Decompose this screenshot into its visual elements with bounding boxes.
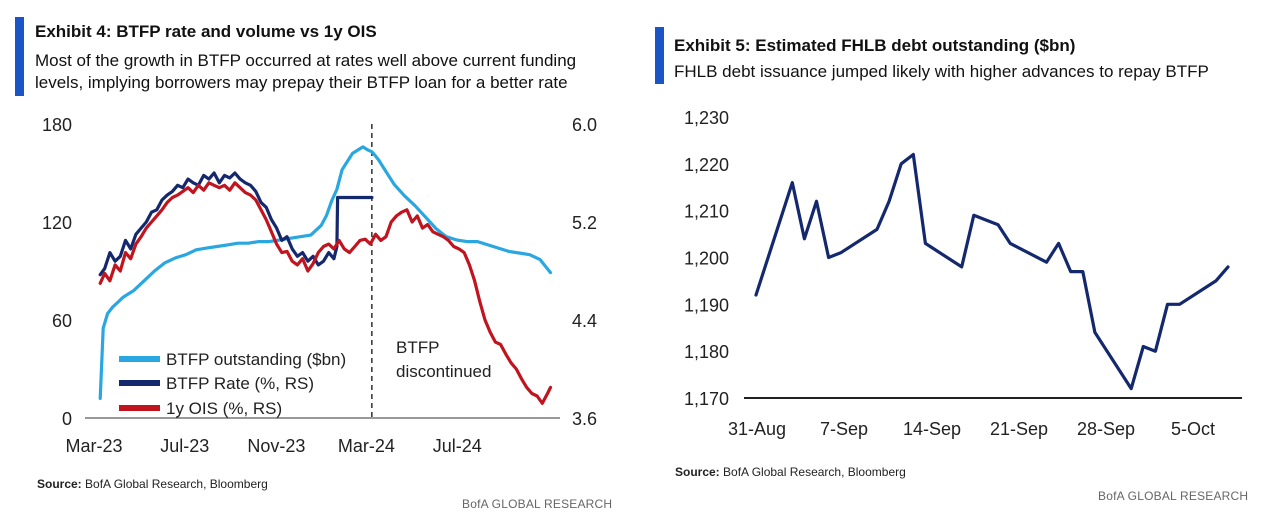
exhibit-4-subtitle-line2: levels, implying borrowers may prepay th… — [35, 73, 568, 92]
btfp-outstanding-series — [98, 145, 553, 400]
exhibit-5-source-text: BofA Global Research, Bloomberg — [719, 465, 906, 479]
x-tick-label: Mar-24 — [338, 436, 395, 456]
y-tick-label: 1,170 — [684, 389, 729, 409]
exhibit-5-chart: 1,170 1,180 1,190 1,200 1,210 1,220 1,230 31-Au… — [684, 108, 1242, 439]
exhibit-5-brand: BofA GLOBAL RESEARCH — [1098, 489, 1249, 503]
btfp-rate-series — [98, 171, 374, 277]
x-tick-label: Nov-23 — [247, 436, 305, 456]
y-tick-label: 1,210 — [684, 202, 729, 222]
y-right-tick-label: 5.2 — [572, 213, 597, 233]
y-tick-label: 1,230 — [684, 108, 729, 128]
exhibit-5-accent-bar — [655, 27, 664, 84]
fhlb-debt-series — [754, 152, 1230, 391]
exhibit-4-title: Exhibit 4: BTFP rate and volume vs 1y OI… — [35, 22, 377, 41]
x-tick-label: Mar-23 — [65, 436, 122, 456]
y-tick-label: 1,180 — [684, 342, 729, 362]
x-tick-label: 28-Sep — [1077, 419, 1135, 439]
x-tick-label: 21-Sep — [990, 419, 1048, 439]
y-left-tick-label: 180 — [42, 115, 72, 135]
legend-label: BTFP Rate (%, RS) — [166, 374, 314, 393]
exhibit-4-panel: Exhibit 4: BTFP rate and volume vs 1y OI… — [0, 0, 620, 517]
x-tick-label: Jul-24 — [433, 436, 482, 456]
exhibit-4-source: Source: BofA Global Research, Bloomberg — [37, 477, 268, 491]
exhibit-4-subtitle-line1: Most of the growth in BTFP occurred at r… — [35, 51, 577, 70]
exhibit-5-title: Exhibit 5: Estimated FHLB debt outstandi… — [674, 36, 1076, 55]
exhibit-5-source-label: Source: — [675, 465, 720, 479]
y-right-tick-label: 3.6 — [572, 409, 597, 429]
btfp-discontinued-annotation-line2: discontinued — [396, 362, 491, 381]
legend-label: 1y OIS (%, RS) — [166, 399, 282, 418]
exhibit-5-subtitle: FHLB debt issuance jumped likely with hi… — [674, 62, 1209, 81]
y-left-tick-label: 120 — [42, 213, 72, 233]
y-right-tick-label: 6.0 — [572, 115, 597, 135]
y-right-tick-label: 4.4 — [572, 311, 597, 331]
y-tick-label: 1,200 — [684, 249, 729, 269]
btfp-discontinued-annotation-line1: BTFP — [396, 338, 439, 357]
exhibit-4-chart: 0 60 120 180 3.6 4.4 5.2 6.0 Mar-23 Jul-23 Nov-23 M… — [42, 115, 597, 456]
y-left-tick-label: 0 — [62, 409, 72, 429]
x-tick-label: Jul-23 — [160, 436, 209, 456]
x-tick-label: 7-Sep — [820, 419, 868, 439]
legend-label: BTFP outstanding ($bn) — [166, 350, 346, 369]
x-tick-label: 5-Oct — [1171, 419, 1215, 439]
x-tick-label: 14-Sep — [903, 419, 961, 439]
exhibit-5-panel: Exhibit 5: Estimated FHLB debt outstandi… — [640, 0, 1280, 517]
y-left-tick-label: 60 — [52, 311, 72, 331]
y-tick-label: 1,220 — [684, 155, 729, 175]
ois-1y-series — [98, 181, 553, 405]
exhibit-4-brand: BofA GLOBAL RESEARCH — [462, 497, 613, 511]
exhibit-4-source-label: Source: — [37, 477, 82, 491]
exhibit-4-accent-bar — [15, 17, 24, 96]
exhibit-4-source-text: BofA Global Research, Bloomberg — [81, 477, 268, 491]
x-tick-label: 31-Aug — [728, 419, 786, 439]
y-tick-label: 1,190 — [684, 295, 729, 315]
exhibit-5-source: Source: BofA Global Research, Bloomberg — [675, 465, 906, 479]
